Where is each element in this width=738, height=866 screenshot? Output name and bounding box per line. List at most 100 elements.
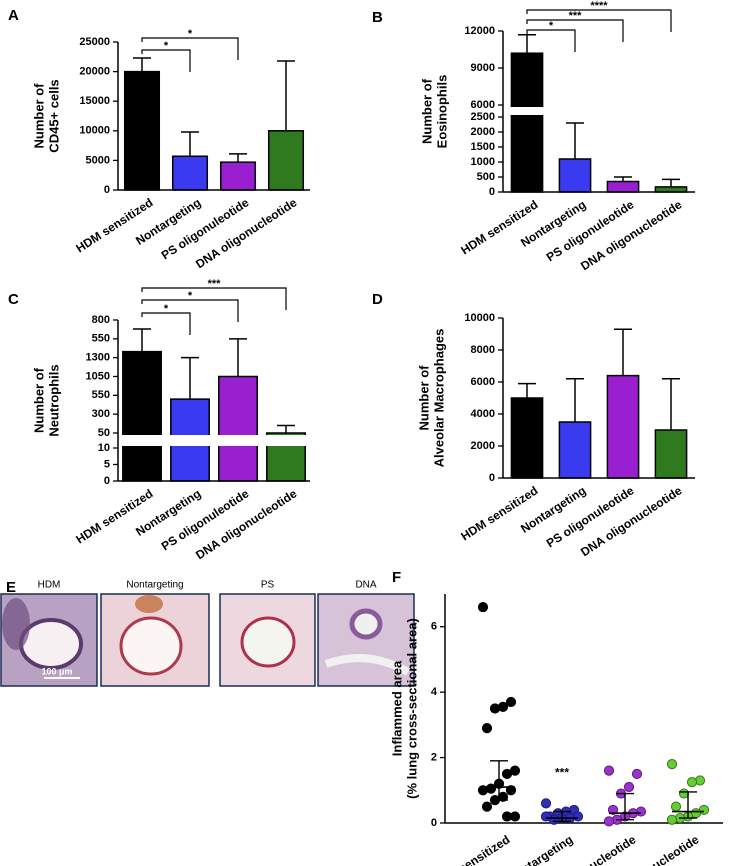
- data-point: [623, 781, 635, 793]
- significance-label: ***: [569, 10, 583, 22]
- data-point: [505, 696, 517, 708]
- y-axis-label: Alveolar Macrophages: [431, 329, 446, 468]
- panel-letter: F: [392, 569, 401, 586]
- y-tick-label: 550: [92, 389, 110, 401]
- y-tick-label: 10000: [79, 125, 110, 137]
- y-tick-label: 0: [489, 472, 495, 484]
- error-bar: [229, 338, 247, 377]
- lumen: [19, 618, 83, 670]
- y-axis-label: Number of: [31, 367, 46, 433]
- significance-label: ****: [590, 0, 608, 12]
- y-tick-label: 10: [98, 442, 110, 454]
- annotation: ***: [555, 766, 569, 780]
- y-tick-label: 6000: [471, 99, 495, 111]
- y-axis-label: Number of: [416, 365, 431, 431]
- panel-letter: D: [372, 291, 383, 308]
- scale-bar-label: 100 μm: [41, 666, 72, 676]
- bar: [510, 52, 544, 193]
- y-tick-label: 300: [92, 408, 110, 420]
- bar: [558, 421, 592, 479]
- tissue: [2, 598, 30, 650]
- image-label: PS: [261, 580, 275, 591]
- y-tick-label: 5: [104, 458, 110, 470]
- data-point: [481, 723, 493, 734]
- significance-bracket: [526, 9, 672, 32]
- bar: [218, 375, 258, 482]
- data-point: [481, 801, 493, 812]
- significance-label: *: [549, 20, 554, 32]
- significance-bracket: [141, 37, 239, 60]
- significance-bracket: [526, 19, 624, 42]
- y-tick-label: 25000: [79, 36, 110, 48]
- significance-bracket: [141, 287, 287, 310]
- y-axis-label: CD45+ cells: [46, 79, 61, 152]
- y-axis-label: (% lung cross-sectional area): [404, 618, 419, 799]
- y-axis-label: Eosinophils: [434, 75, 449, 149]
- error-bar: [518, 382, 536, 398]
- lumen: [119, 616, 183, 676]
- error-bar: [181, 356, 199, 400]
- bar: [510, 397, 544, 479]
- error-bar: [662, 178, 680, 187]
- histology-detail: [2, 598, 83, 670]
- iqr-bar: [616, 792, 634, 821]
- y-tick-label: 50: [98, 427, 110, 439]
- bar: [122, 350, 162, 482]
- y-tick-label: 15000: [79, 95, 110, 107]
- y-tick-label: 12000: [464, 25, 495, 37]
- error-bar: [614, 176, 632, 182]
- bar: [123, 70, 161, 191]
- y-axis-label: Number of: [419, 78, 434, 144]
- y-tick-label: 0: [489, 186, 495, 198]
- histology-detail: [119, 595, 183, 676]
- lumen: [349, 608, 383, 640]
- y-tick-label: 1000: [471, 156, 495, 168]
- significance-label: ***: [208, 278, 222, 290]
- significance-bracket: [141, 49, 191, 72]
- data-point: [686, 777, 698, 788]
- error-bar: [133, 57, 151, 72]
- panel-letter: E: [6, 579, 16, 596]
- y-tick-label: 0: [104, 184, 110, 196]
- data-point: [540, 798, 552, 809]
- x-tick-label: HDM sensitized: [458, 197, 540, 257]
- bar: [219, 161, 257, 191]
- histology-detail: [324, 608, 410, 676]
- vessel: [324, 654, 410, 676]
- y-tick-label: 2: [431, 751, 437, 763]
- y-tick-label: 2000: [471, 126, 495, 138]
- y-axis-label: Inflammed area: [389, 660, 404, 756]
- significance-bracket: [526, 29, 576, 52]
- iqr-bar: [490, 760, 508, 801]
- histology-detail: [240, 616, 296, 668]
- lumen: [240, 616, 296, 668]
- data-point: [477, 601, 489, 613]
- data-point: [505, 785, 517, 796]
- data-point: [607, 804, 619, 816]
- iqr-bar: [553, 810, 571, 823]
- bar: [606, 374, 640, 479]
- data-point: [603, 765, 615, 776]
- bar: [654, 429, 688, 479]
- x-tick-label: HDM sensitized: [73, 195, 155, 255]
- error-bar: [277, 60, 295, 131]
- y-tick-label: 10000: [464, 312, 495, 324]
- panel-letter: C: [8, 291, 19, 308]
- image-label: Nontargeting: [126, 580, 183, 591]
- y-tick-label: 6000: [471, 376, 495, 388]
- error-bar: [518, 33, 536, 54]
- y-tick-label: 800: [92, 314, 110, 326]
- y-tick-label: 1300: [86, 352, 110, 364]
- y-tick-label: 6: [431, 621, 437, 633]
- y-axis-label: Number of: [31, 83, 46, 149]
- data-point: [540, 811, 552, 822]
- y-tick-label: 4: [431, 686, 438, 698]
- significance-label: *: [164, 303, 169, 315]
- y-tick-label: 4000: [471, 408, 495, 420]
- x-tick-label: HDM sensitized: [73, 486, 155, 546]
- error-bar: [614, 328, 632, 376]
- data-point: [666, 759, 678, 770]
